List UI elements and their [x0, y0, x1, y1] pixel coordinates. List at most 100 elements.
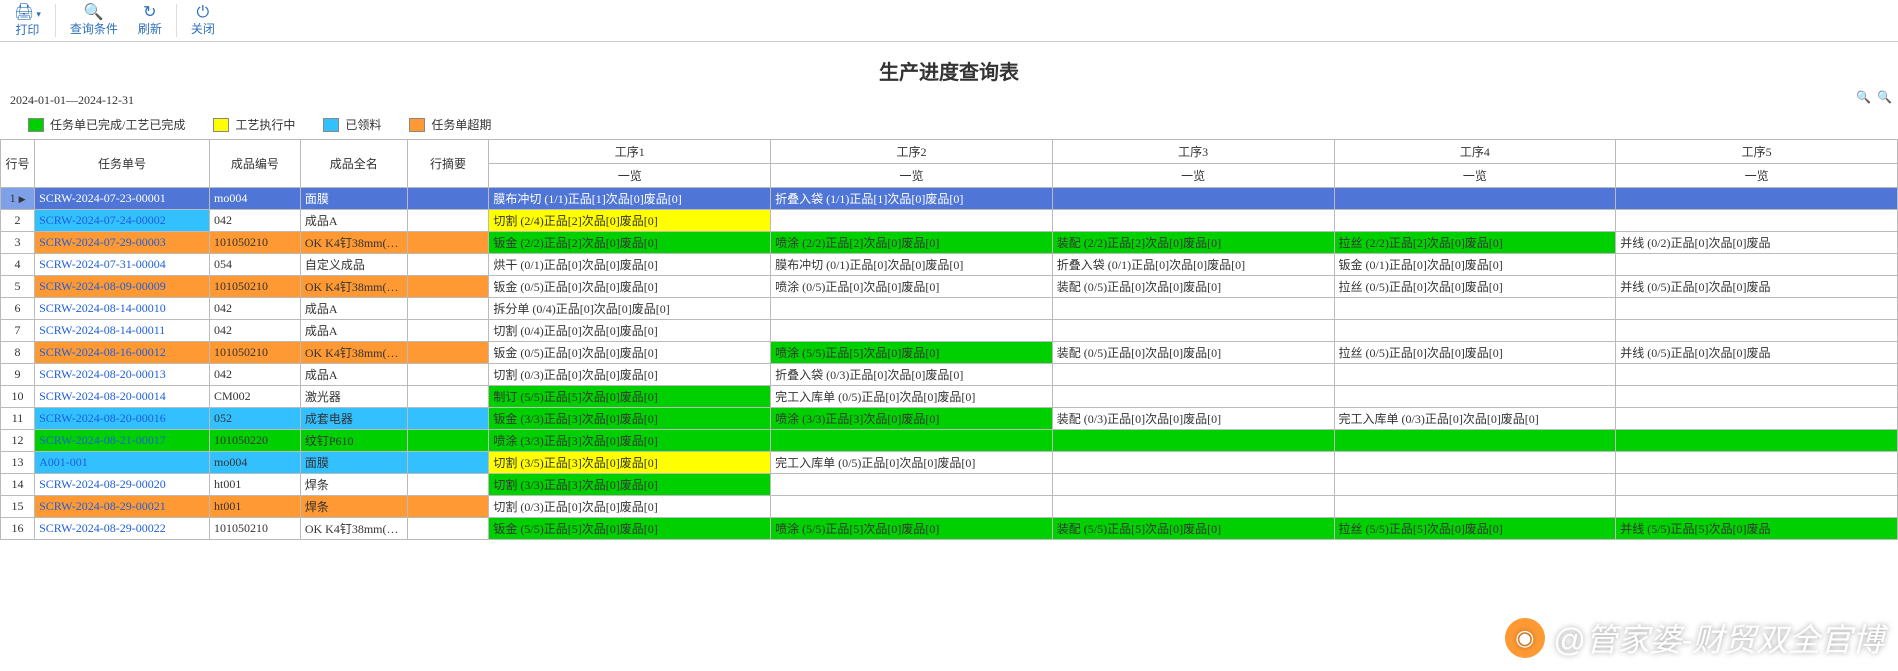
cell-taskno[interactable]: SCRW-2024-08-20-00013	[35, 364, 210, 386]
cell-proc2	[771, 210, 1053, 232]
task-link[interactable]: SCRW-2024-07-29-00003	[39, 235, 166, 249]
table-row[interactable]: 16SCRW-2024-08-29-00022101050210OK K4钉38…	[1, 518, 1898, 540]
cell-proc3	[1052, 298, 1334, 320]
cell-rowsum	[407, 232, 489, 254]
task-link[interactable]: SCRW-2024-08-21-00017	[39, 433, 166, 447]
cell-proc4: 拉丝 (0/5)正品[0]次品[0]废品[0]	[1334, 342, 1616, 364]
task-link[interactable]: SCRW-2024-07-24-00002	[39, 213, 166, 227]
table-row[interactable]: 14SCRW-2024-08-29-00020ht001焊条切割 (3/3)正品…	[1, 474, 1898, 496]
task-link[interactable]: SCRW-2024-08-29-00021	[39, 499, 166, 513]
task-link[interactable]: A001-001	[39, 455, 88, 469]
col-proc5-sub[interactable]: 一览	[1616, 164, 1898, 188]
table-row[interactable]: 9SCRW-2024-08-20-00013042成品A切割 (0/3)正品[0…	[1, 364, 1898, 386]
table-row[interactable]: 6SCRW-2024-08-14-00010042成品A拆分单 (0/4)正品[…	[1, 298, 1898, 320]
cell-proc4	[1334, 320, 1616, 342]
cell-proc1: 制订 (5/5)正品[5]次品[0]废品[0]	[489, 386, 771, 408]
cell-proc3	[1052, 430, 1334, 452]
table-row[interactable]: 7SCRW-2024-08-14-00011042成品A切割 (0/4)正品[0…	[1, 320, 1898, 342]
cell-proc1: 切割 (0/3)正品[0]次品[0]废品[0]	[489, 496, 771, 518]
cell-rowsum	[407, 210, 489, 232]
cell-taskno[interactable]: A001-001	[35, 452, 210, 474]
task-link[interactable]: SCRW-2024-08-14-00011	[39, 323, 165, 337]
table-row[interactable]: 11SCRW-2024-08-20-00016052成套电器钣金 (3/3)正品…	[1, 408, 1898, 430]
weibo-icon: ◉	[1505, 618, 1545, 658]
zoom-icon[interactable]: 🔍	[1856, 90, 1871, 104]
table-row[interactable]: 5SCRW-2024-08-09-00009101050210OK K4钉38m…	[1, 276, 1898, 298]
task-link[interactable]: SCRW-2024-08-20-00016	[39, 411, 166, 425]
cell-taskno[interactable]: SCRW-2024-08-29-00020	[35, 474, 210, 496]
cell-taskno[interactable]: SCRW-2024-07-24-00002	[35, 210, 210, 232]
col-taskno[interactable]: 任务单号	[35, 140, 210, 188]
query-button[interactable]: 🔍 查询条件	[60, 2, 128, 39]
col-proc4[interactable]: 工序4	[1334, 140, 1616, 164]
col-proc1-sub[interactable]: 一览	[489, 164, 771, 188]
cell-taskno[interactable]: SCRW-2024-08-29-00021	[35, 496, 210, 518]
legend-label: 工艺执行中	[235, 116, 295, 133]
table-row[interactable]: 15SCRW-2024-08-29-00021ht001焊条切割 (0/3)正品…	[1, 496, 1898, 518]
task-link[interactable]: SCRW-2024-08-29-00022	[39, 521, 166, 535]
col-rowsum[interactable]: 行摘要	[407, 140, 489, 188]
col-proc4-sub[interactable]: 一览	[1334, 164, 1616, 188]
table-row[interactable]: 12SCRW-2024-08-21-00017101050220纹钉P610喷涂…	[1, 430, 1898, 452]
cell-proc1: 切割 (2/4)正品[2]次品[0]废品[0]	[489, 210, 771, 232]
task-link[interactable]: SCRW-2024-08-14-00010	[39, 301, 166, 315]
cell-taskno[interactable]: SCRW-2024-08-20-00016	[35, 408, 210, 430]
col-proc2[interactable]: 工序2	[771, 140, 1053, 164]
task-link[interactable]: SCRW-2024-07-23-00001	[39, 191, 166, 205]
cell-rownum: 4	[1, 254, 35, 276]
cell-rowsum	[407, 298, 489, 320]
legend-swatch	[28, 118, 44, 132]
col-prodcode[interactable]: 成品编号	[209, 140, 300, 188]
table-row[interactable]: 3SCRW-2024-07-29-00003101050210OK K4钉38m…	[1, 232, 1898, 254]
table-row[interactable]: 10SCRW-2024-08-20-00014CM002激光器制订 (5/5)正…	[1, 386, 1898, 408]
col-proc5[interactable]: 工序5	[1616, 140, 1898, 164]
cell-taskno[interactable]: SCRW-2024-08-09-00009	[35, 276, 210, 298]
task-link[interactable]: SCRW-2024-08-20-00014	[39, 389, 166, 403]
table-row[interactable]: 13A001-001mo004面膜切割 (3/5)正品[3]次品[0]废品[0]…	[1, 452, 1898, 474]
watermark-text: @管家婆-财贸双全官博	[1553, 615, 1884, 661]
zoom-out-icon[interactable]: 🔍	[1877, 90, 1892, 104]
cell-proc5	[1616, 364, 1898, 386]
cell-proc5	[1616, 408, 1898, 430]
cell-proc4: 完工入库单 (0/3)正品[0]次品[0]废品[0]	[1334, 408, 1616, 430]
col-proc1[interactable]: 工序1	[489, 140, 771, 164]
task-link[interactable]: SCRW-2024-07-31-00004	[39, 257, 166, 271]
cell-prodcode: 042	[209, 298, 300, 320]
cell-proc1: 钣金 (3/3)正品[3]次品[0]废品[0]	[489, 408, 771, 430]
print-button[interactable]: 🖨▾ 打印	[4, 2, 51, 39]
task-link[interactable]: SCRW-2024-08-29-00020	[39, 477, 166, 491]
cell-proc3	[1052, 188, 1334, 210]
cell-proc3	[1052, 474, 1334, 496]
col-prodname[interactable]: 成品全名	[300, 140, 407, 188]
table-row[interactable]: 8SCRW-2024-08-16-00012101050210OK K4钉38m…	[1, 342, 1898, 364]
cell-proc5: 并线 (0/5)正品[0]次品[0]废品	[1616, 342, 1898, 364]
table-row[interactable]: 1 ▶SCRW-2024-07-23-00001mo004面膜膜布冲切 (1/1…	[1, 188, 1898, 210]
cell-proc1: 拆分单 (0/4)正品[0]次品[0]废品[0]	[489, 298, 771, 320]
cell-taskno[interactable]: SCRW-2024-07-31-00004	[35, 254, 210, 276]
col-proc3[interactable]: 工序3	[1052, 140, 1334, 164]
cell-rownum: 15	[1, 496, 35, 518]
refresh-button[interactable]: ↻ 刷新	[128, 2, 172, 39]
col-rownum[interactable]: 行号	[1, 140, 35, 188]
cell-taskno[interactable]: SCRW-2024-08-29-00022	[35, 518, 210, 540]
cell-rowsum	[407, 276, 489, 298]
table-row[interactable]: 2SCRW-2024-07-24-00002042成品A切割 (2/4)正品[2…	[1, 210, 1898, 232]
cell-taskno[interactable]: SCRW-2024-08-21-00017	[35, 430, 210, 452]
cell-prodcode: 101050220	[209, 430, 300, 452]
cell-taskno[interactable]: SCRW-2024-08-14-00011	[35, 320, 210, 342]
cell-taskno[interactable]: SCRW-2024-08-20-00014	[35, 386, 210, 408]
cell-prodname: 成品A	[300, 298, 407, 320]
task-link[interactable]: SCRW-2024-08-16-00012	[39, 345, 166, 359]
task-link[interactable]: SCRW-2024-08-09-00009	[39, 279, 166, 293]
cell-taskno[interactable]: SCRW-2024-08-16-00012	[35, 342, 210, 364]
col-proc2-sub[interactable]: 一览	[771, 164, 1053, 188]
table-row[interactable]: 4SCRW-2024-07-31-00004054自定义成品烘干 (0/1)正品…	[1, 254, 1898, 276]
col-proc3-sub[interactable]: 一览	[1052, 164, 1334, 188]
cell-taskno[interactable]: SCRW-2024-07-23-00001	[35, 188, 210, 210]
cell-taskno[interactable]: SCRW-2024-07-29-00003	[35, 232, 210, 254]
close-button[interactable]: ⏻ 关闭	[181, 2, 225, 39]
cell-proc1: 烘干 (0/1)正品[0]次品[0]废品[0]	[489, 254, 771, 276]
cell-taskno[interactable]: SCRW-2024-08-14-00010	[35, 298, 210, 320]
task-link[interactable]: SCRW-2024-08-20-00013	[39, 367, 166, 381]
cell-proc3: 装配 (0/5)正品[0]次品[0]废品[0]	[1052, 342, 1334, 364]
